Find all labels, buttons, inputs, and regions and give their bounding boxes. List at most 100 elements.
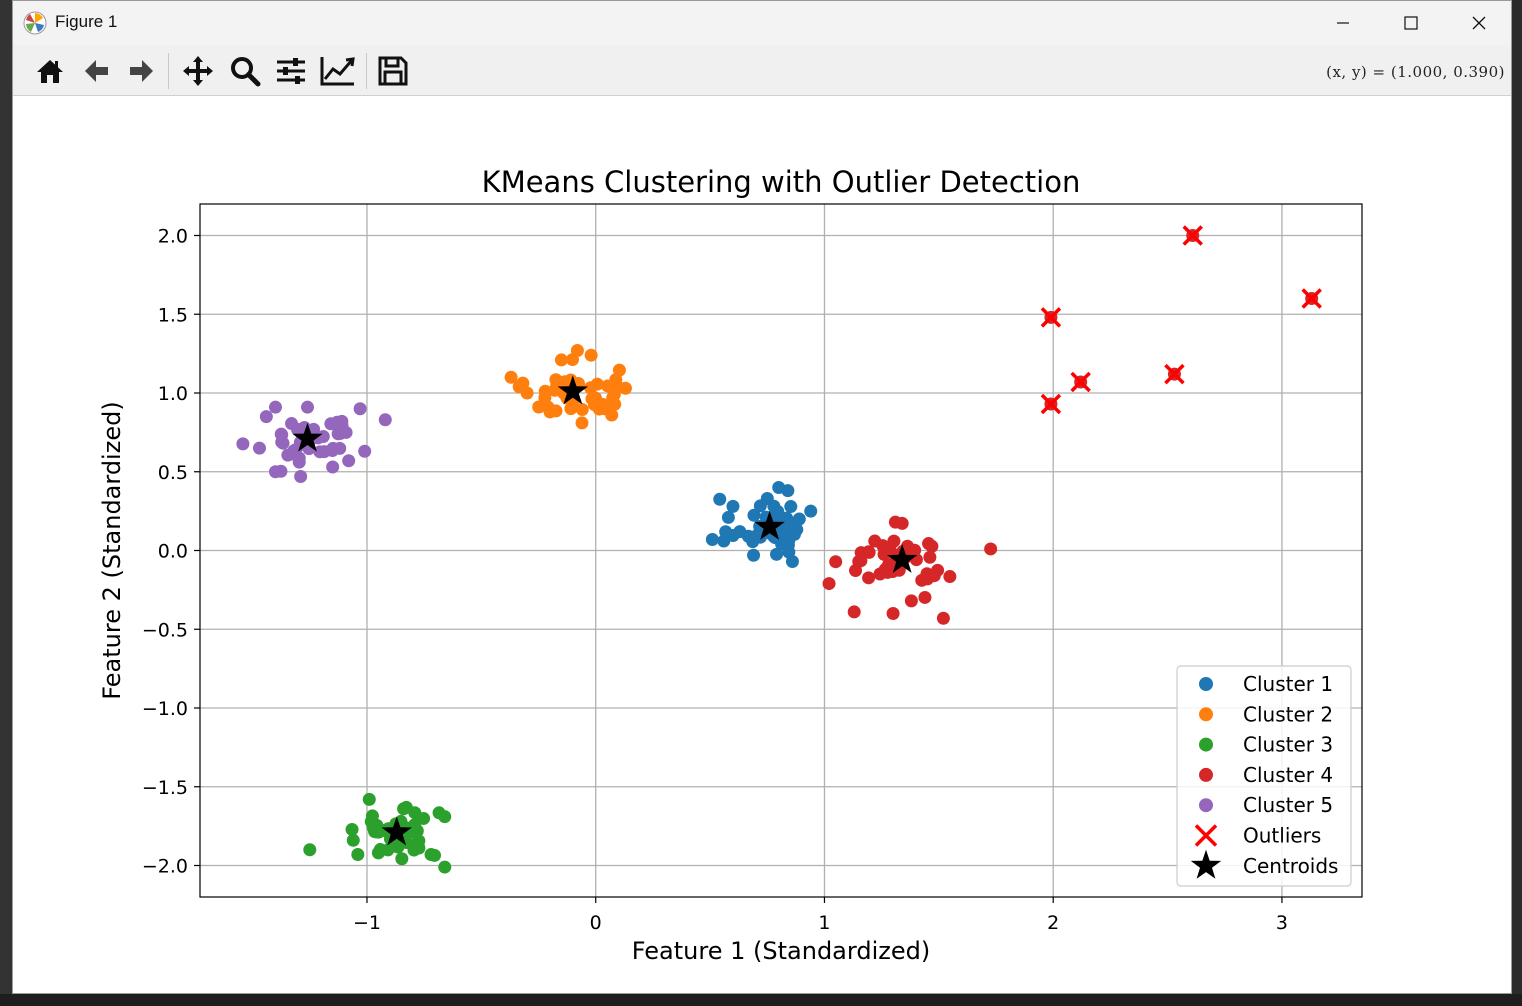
scatter-point: [330, 415, 344, 429]
outlier-marker: [1182, 225, 1203, 246]
move-icon: [183, 56, 213, 86]
scatter-point: [854, 546, 868, 560]
background-window-left: [0, 0, 12, 1006]
scatter-point: [362, 792, 376, 806]
legend-label: Cluster 1: [1243, 672, 1333, 696]
scatter-point: [943, 570, 957, 584]
data-points: [236, 225, 1322, 874]
scatter-point: [849, 564, 863, 578]
maximize-button[interactable]: [1377, 1, 1445, 45]
legend: Cluster 1 Cluster 2 Cluster 3 Cluster 4 Clus…: [1176, 665, 1352, 887]
y-axis-ticks: 2.0 1.5 1.0 0.5 0.0 −0.5 −1.0 −1.5 −2.0: [142, 226, 200, 878]
scatter-point: [781, 484, 795, 498]
scatter-point: [918, 590, 932, 604]
forward-button[interactable]: [124, 53, 160, 89]
scatter-point: [285, 417, 299, 431]
figure-window: Figure 1: [12, 0, 1512, 994]
scatter-point: [747, 548, 761, 562]
legend-label: Cluster 5: [1243, 793, 1333, 817]
close-button[interactable]: [1445, 1, 1511, 45]
scatter-point: [747, 508, 761, 522]
back-button[interactable]: [78, 53, 114, 89]
legend-marker: [1194, 824, 1218, 847]
scatter-point: [915, 573, 929, 587]
scatter-point: [268, 400, 282, 414]
legend-marker: [1190, 849, 1222, 879]
zoom-button[interactable]: [227, 53, 263, 89]
x-tick-label: 3: [1276, 912, 1288, 934]
chart-title: KMeans Clustering with Outlier Detection: [482, 165, 1081, 199]
outlier-marker: [1040, 393, 1062, 415]
scatter-point: [351, 847, 365, 861]
y-tick-label: 1.0: [158, 383, 188, 405]
chart-line-icon: [320, 57, 355, 86]
scatter-point: [274, 464, 288, 478]
axes-frame: [199, 203, 1363, 898]
legend-box: [1176, 665, 1352, 887]
navigation-toolbar: (x, y) = (1.000, 0.390): [13, 45, 1511, 96]
pan-button[interactable]: [180, 53, 216, 89]
edit-axis-button[interactable]: [320, 53, 356, 89]
scatter-point: [252, 441, 266, 455]
scatter-point: [931, 563, 945, 577]
subplots-button[interactable]: [273, 53, 309, 89]
scatter-point: [316, 430, 330, 444]
scatter-point: [532, 400, 546, 414]
centroid-marker: [381, 816, 412, 846]
scatter-point: [538, 391, 552, 405]
scatter-point: [236, 437, 250, 451]
maximize-icon: [1404, 16, 1418, 30]
sliders-icon: [277, 58, 305, 84]
scatter-point: [829, 555, 843, 569]
scatter-point: [395, 852, 409, 866]
scatter-point: [575, 416, 589, 430]
home-button[interactable]: [32, 53, 68, 89]
legend-label: Centroids: [1243, 854, 1338, 878]
title-bar: Figure 1: [13, 1, 1511, 45]
scatter-point: [925, 539, 939, 553]
matplotlib-logo-icon: [23, 11, 47, 35]
save-button[interactable]: [375, 53, 411, 89]
y-tick-label: 1.5: [158, 304, 188, 326]
scatter-point: [607, 387, 621, 401]
y-tick-label: 0.5: [158, 462, 188, 484]
minimize-icon: [1337, 22, 1349, 24]
y-tick-label: −2.0: [142, 856, 188, 878]
scatter-point: [877, 547, 891, 561]
scatter-point: [713, 492, 727, 506]
scatter-point: [753, 499, 767, 513]
scatter-chart[interactable]: 2.0 1.5 1.0 0.5 0.0 −0.5 −1.0 −1.5 −2.0 −1 0 1 2 3 K…: [13, 96, 1512, 994]
legend-label: Outliers: [1243, 824, 1321, 848]
scatter-point: [339, 425, 353, 439]
floppy-disk-icon: [378, 56, 408, 86]
scatter-point: [408, 806, 422, 820]
scatter-point: [792, 512, 806, 526]
outlier-marker: [1040, 307, 1062, 328]
scatter-point: [366, 820, 380, 834]
scatter-point: [895, 516, 909, 530]
outlier-marker: [1164, 363, 1185, 385]
scatter-point: [346, 833, 360, 847]
cursor-coordinates: (x, y) = (1.000, 0.390): [1326, 63, 1505, 81]
scatter-point: [259, 410, 273, 424]
y-tick-label: −0.5: [142, 619, 188, 641]
scatter-point: [512, 380, 526, 394]
scatter-point: [612, 363, 626, 377]
x-axis-label: Feature 1 (Standardized): [632, 937, 930, 965]
minimize-button[interactable]: [1309, 1, 1377, 45]
scatter-point: [721, 510, 735, 524]
legend-marker: [1199, 737, 1213, 752]
scatter-point: [345, 822, 359, 836]
legend-label: Cluster 3: [1243, 733, 1333, 757]
outlier-marker: [1301, 288, 1322, 309]
scatter-point: [767, 499, 781, 513]
scatter-point: [342, 454, 356, 468]
scatter-point: [782, 545, 796, 559]
scatter-point: [923, 550, 937, 564]
arrow-right-icon: [130, 60, 153, 82]
x-tick-label: 2: [1047, 912, 1059, 934]
figure-canvas[interactable]: 2.0 1.5 1.0 0.5 0.0 −0.5 −1.0 −1.5 −2.0 −1 0 1 2 3 K…: [13, 96, 1512, 994]
arrow-left-icon: [85, 60, 108, 82]
scatter-point: [608, 397, 622, 411]
scatter-point: [554, 353, 568, 367]
